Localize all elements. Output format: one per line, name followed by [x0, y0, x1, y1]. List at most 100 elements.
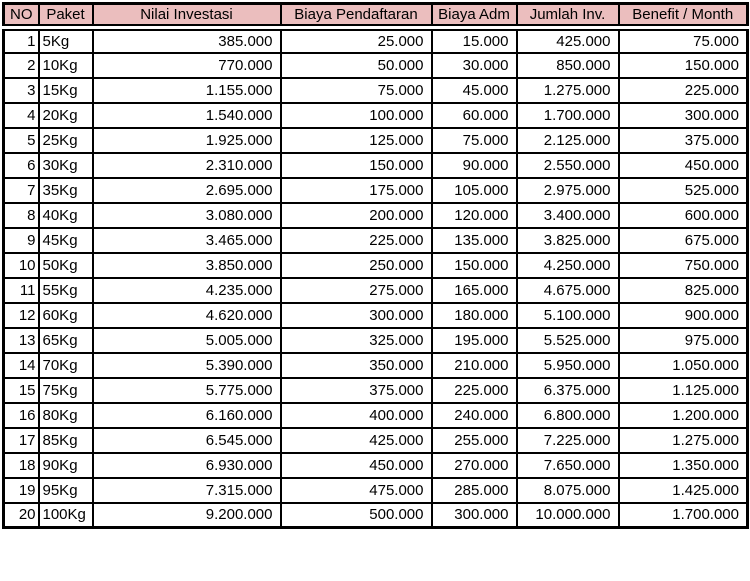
cell-paket: 15Kg — [37, 76, 94, 104]
cell-biaya-adm: 195.000 — [430, 326, 518, 354]
cell-benefit-month: 450.000 — [617, 151, 749, 179]
cell-biaya-adm: 120.000 — [430, 201, 518, 229]
table-row: 10 50Kg 3.850.000 250.000 150.000 4.250.000 75… — [2, 251, 749, 279]
cell-jumlah-inv: 5.525.000 — [515, 326, 620, 354]
cell-benefit-month: 675.000 — [617, 226, 749, 254]
cell-biaya-adm: 15.000 — [430, 26, 518, 54]
header-jumlah-inv: Jumlah Inv. — [515, 2, 620, 31]
table-row: 9 45Kg 3.465.000 225.000 135.000 3.825.000 675… — [2, 226, 749, 254]
cell-biaya-pendaftaran: 375.000 — [279, 376, 433, 404]
cell-biaya-pendaftaran: 275.000 — [279, 276, 433, 304]
cell-jumlah-inv: 8.075.000 — [515, 476, 620, 504]
header-biaya-pendaftaran: Biaya Pendaftaran — [279, 2, 433, 31]
cell-biaya-adm: 255.000 — [430, 426, 518, 454]
cell-biaya-pendaftaran: 400.000 — [279, 401, 433, 429]
cell-paket: 85Kg — [37, 426, 94, 454]
cell-no: 3 — [2, 76, 40, 104]
investment-pricing-table: NO Paket Nilai Investasi Biaya Pendaftar… — [2, 2, 749, 529]
cell-biaya-adm: 105.000 — [430, 176, 518, 204]
table-row: 3 15Kg 1.155.000 75.000 45.000 1.275.000 225.0… — [2, 76, 749, 104]
cell-no: 15 — [2, 376, 40, 404]
cell-paket: 5Kg — [37, 26, 94, 54]
cell-paket: 25Kg — [37, 126, 94, 154]
cell-jumlah-inv: 5.950.000 — [515, 351, 620, 379]
cell-paket: 70Kg — [37, 351, 94, 379]
cell-biaya-adm: 30.000 — [430, 51, 518, 79]
cell-nilai-investasi: 770.000 — [91, 51, 282, 79]
table-row: 11 55Kg 4.235.000 275.000 165.000 4.675.000 82… — [2, 276, 749, 304]
cell-paket: 30Kg — [37, 151, 94, 179]
cell-biaya-adm: 135.000 — [430, 226, 518, 254]
table-row: 5 25Kg 1.925.000 125.000 75.000 2.125.000 375.… — [2, 126, 749, 154]
table-row: 4 20Kg 1.540.000 100.000 60.000 1.700.000 300.… — [2, 101, 749, 129]
table-row: 13 65Kg 5.005.000 325.000 195.000 5.525.000 97… — [2, 326, 749, 354]
cell-biaya-adm: 150.000 — [430, 251, 518, 279]
header-nilai-investasi: Nilai Investasi — [91, 2, 282, 31]
header-paket: Paket — [37, 2, 94, 31]
cell-biaya-adm: 300.000 — [430, 501, 518, 529]
cell-nilai-investasi: 3.465.000 — [91, 226, 282, 254]
cell-biaya-pendaftaran: 425.000 — [279, 426, 433, 454]
cell-nilai-investasi: 5.390.000 — [91, 351, 282, 379]
cell-benefit-month: 375.000 — [617, 126, 749, 154]
cell-paket: 50Kg — [37, 251, 94, 279]
table-row: 18 90Kg 6.930.000 450.000 270.000 7.650.000 1.… — [2, 451, 749, 479]
cell-benefit-month: 225.000 — [617, 76, 749, 104]
cell-no: 5 — [2, 126, 40, 154]
cell-paket: 65Kg — [37, 326, 94, 354]
cell-paket: 35Kg — [37, 176, 94, 204]
cell-biaya-pendaftaran: 25.000 — [279, 26, 433, 54]
cell-paket: 90Kg — [37, 451, 94, 479]
cell-paket: 80Kg — [37, 401, 94, 429]
cell-nilai-investasi: 4.620.000 — [91, 301, 282, 329]
cell-nilai-investasi: 2.695.000 — [91, 176, 282, 204]
header-biaya-adm: Biaya Adm — [430, 2, 518, 31]
cell-biaya-pendaftaran: 350.000 — [279, 351, 433, 379]
cell-no: 11 — [2, 276, 40, 304]
table-row: 14 70Kg 5.390.000 350.000 210.000 5.950.000 1.… — [2, 351, 749, 379]
cell-benefit-month: 900.000 — [617, 301, 749, 329]
cell-paket: 95Kg — [37, 476, 94, 504]
cell-biaya-adm: 45.000 — [430, 76, 518, 104]
cell-benefit-month: 1.425.000 — [617, 476, 749, 504]
cell-no: 8 — [2, 201, 40, 229]
cell-biaya-pendaftaran: 225.000 — [279, 226, 433, 254]
cell-biaya-pendaftaran: 50.000 — [279, 51, 433, 79]
cell-biaya-adm: 90.000 — [430, 151, 518, 179]
cell-benefit-month: 750.000 — [617, 251, 749, 279]
cell-jumlah-inv: 3.400.000 — [515, 201, 620, 229]
cell-paket: 75Kg — [37, 376, 94, 404]
cell-nilai-investasi: 385.000 — [91, 26, 282, 54]
cell-benefit-month: 1.050.000 — [617, 351, 749, 379]
cell-nilai-investasi: 6.160.000 — [91, 401, 282, 429]
header-no: NO — [2, 2, 40, 31]
cell-no: 13 — [2, 326, 40, 354]
cell-jumlah-inv: 4.675.000 — [515, 276, 620, 304]
cell-biaya-adm: 180.000 — [430, 301, 518, 329]
cell-no: 10 — [2, 251, 40, 279]
cell-nilai-investasi: 6.930.000 — [91, 451, 282, 479]
table-row: 19 95Kg 7.315.000 475.000 285.000 8.075.000 1.… — [2, 476, 749, 504]
cell-no: 7 — [2, 176, 40, 204]
table-row: 8 40Kg 3.080.000 200.000 120.000 3.400.000 600… — [2, 201, 749, 229]
cell-nilai-investasi: 6.545.000 — [91, 426, 282, 454]
table-row: 12 60Kg 4.620.000 300.000 180.000 5.100.000 90… — [2, 301, 749, 329]
cell-paket: 45Kg — [37, 226, 94, 254]
cell-nilai-investasi: 1.155.000 — [91, 76, 282, 104]
table-row: 1 5Kg 385.000 25.000 15.000 425.000 75.000 — [2, 26, 749, 54]
table-row: 20 100Kg 9.200.000 500.000 300.000 10.000.000… — [2, 501, 749, 529]
cell-jumlah-inv: 2.550.000 — [515, 151, 620, 179]
table-body: 1 5Kg 385.000 25.000 15.000 425.000 75.000 2 10K… — [2, 26, 749, 529]
cell-no: 1 — [2, 26, 40, 54]
cell-jumlah-inv: 3.825.000 — [515, 226, 620, 254]
cell-biaya-adm: 60.000 — [430, 101, 518, 129]
cell-biaya-pendaftaran: 175.000 — [279, 176, 433, 204]
cell-biaya-adm: 240.000 — [430, 401, 518, 429]
table-row: 6 30Kg 2.310.000 150.000 90.000 2.550.000 450.… — [2, 151, 749, 179]
cell-benefit-month: 975.000 — [617, 326, 749, 354]
cell-jumlah-inv: 850.000 — [515, 51, 620, 79]
table-row: 15 75Kg 5.775.000 375.000 225.000 6.375.000 1.… — [2, 376, 749, 404]
cell-no: 19 — [2, 476, 40, 504]
cell-nilai-investasi: 3.850.000 — [91, 251, 282, 279]
cell-nilai-investasi: 5.775.000 — [91, 376, 282, 404]
